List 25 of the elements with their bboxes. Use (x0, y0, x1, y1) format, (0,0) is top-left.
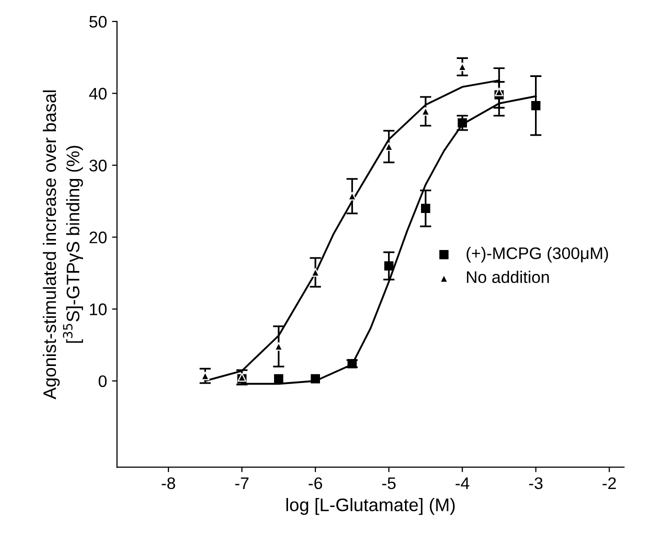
point (458, 118, 467, 128)
y-axis-title: Agonist-stimulated increase over basal [$^{35}$S]-GTPγS binding (%) (42, 90, 83, 400)
y-tick-label: 10 (90, 303, 107, 316)
x-tick-label: -4 (456, 478, 470, 489)
x-tick-label: -2 (602, 477, 616, 489)
y-tick-label: 0 (98, 375, 107, 388)
x-tick-label: -3 (529, 477, 543, 490)
point (531, 100, 540, 110)
y-tick-label: 20 (90, 232, 107, 244)
legend-label: (+)-MCPG (300μM) (466, 246, 608, 262)
point (348, 359, 357, 368)
y-tick-label: 30 (89, 160, 107, 172)
point (421, 204, 430, 213)
y-tick-label: 50 (89, 16, 107, 28)
x-tick-label: -8 (162, 477, 176, 490)
y-tick-label: 40 (89, 88, 107, 100)
point (274, 374, 284, 384)
x-tick-label: -7 (235, 478, 248, 489)
legend-label: No addition (466, 270, 549, 284)
x-axis-title: log [L-Glutamate] (M) (286, 498, 455, 515)
x-tick-label: -5 (382, 478, 396, 490)
x-tick-label: -6 (308, 477, 322, 490)
point (494, 88, 504, 96)
point (384, 261, 394, 271)
point (310, 374, 320, 384)
